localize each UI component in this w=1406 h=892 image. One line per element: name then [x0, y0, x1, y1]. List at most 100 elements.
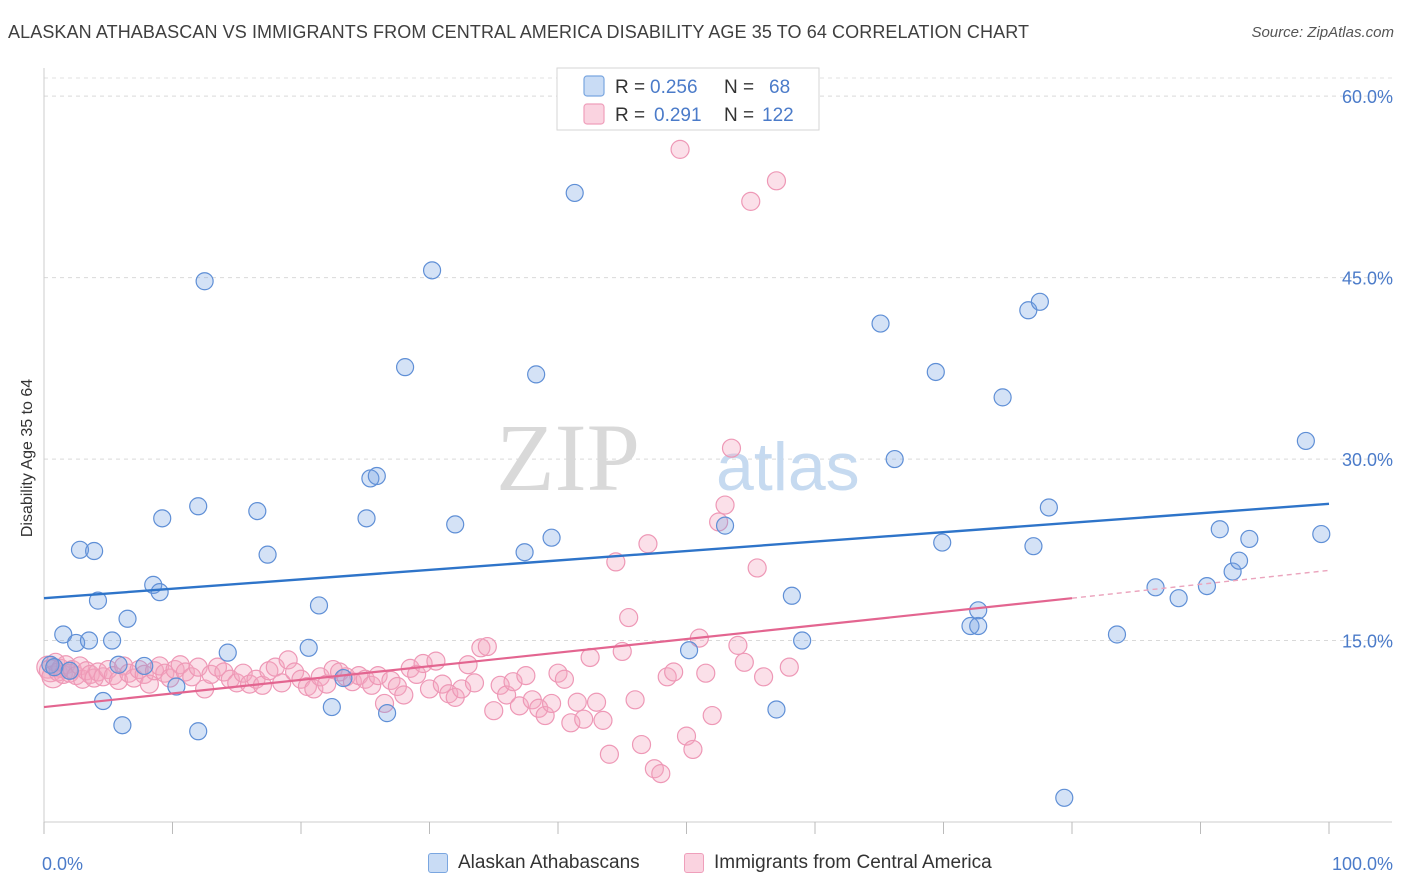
- chart-title: ALASKAN ATHABASCAN VS IMMIGRANTS FROM CE…: [8, 22, 1030, 42]
- x-tick-label: 0.0%: [42, 854, 83, 874]
- data-point-alaskan: [885, 449, 904, 469]
- data-point-alaskan: [1197, 576, 1217, 596]
- data-point-alaskan: [357, 509, 376, 528]
- legend-n-label: N =: [724, 77, 754, 98]
- bottom-legend-label-immigrants: Immigrants from Central America: [714, 852, 992, 873]
- data-point-immigrants: [651, 764, 671, 784]
- data-point-alaskan: [1169, 589, 1188, 608]
- data-point-immigrants: [721, 438, 742, 458]
- data-point-alaskan: [782, 586, 801, 605]
- data-point-alaskan: [103, 631, 122, 650]
- bottom-legend-label-alaskan: Alaskan Athabascans: [458, 852, 640, 873]
- data-point-alaskan: [1030, 292, 1049, 311]
- bottom-legend-item-alaskan: Alaskan Athabascans: [428, 852, 640, 874]
- data-point-alaskan: [446, 515, 465, 534]
- bottom-legend-swatch-blue: [428, 853, 448, 873]
- data-point-immigrants: [419, 679, 440, 699]
- y-tick-label: 15.0%: [1342, 632, 1393, 652]
- data-point-alaskan: [395, 358, 415, 377]
- legend-swatch-pink: [583, 103, 605, 125]
- data-point-alaskan: [969, 601, 988, 620]
- data-point-immigrants: [477, 636, 497, 657]
- data-point-alaskan: [1039, 498, 1058, 517]
- data-point-alaskan: [135, 656, 154, 676]
- data-point-alaskan: [1210, 520, 1229, 539]
- data-point-immigrants: [664, 662, 684, 682]
- legend-r-value-pink: 0.291: [654, 105, 702, 126]
- data-point-immigrants: [580, 647, 600, 668]
- watermark: ZIP atlas: [496, 404, 860, 511]
- data-point-immigrants: [484, 701, 504, 721]
- trend-line-immigrants: [43, 597, 1073, 709]
- data-point-alaskan: [1240, 529, 1259, 549]
- legend-r-label: R =: [615, 105, 645, 126]
- data-point-immigrants: [541, 693, 562, 714]
- data-point-immigrants: [516, 666, 536, 686]
- data-point-immigrants: [766, 171, 787, 191]
- data-point-immigrants: [586, 692, 607, 712]
- legend-n-value-blue: 68: [769, 77, 790, 98]
- data-point-immigrants: [529, 698, 549, 718]
- data-point-alaskan: [167, 677, 186, 696]
- data-point-alaskan: [85, 541, 104, 561]
- data-point-immigrants: [715, 495, 735, 515]
- bottom-legend-item-immigrants: Immigrants from Central America: [684, 852, 992, 874]
- data-point-immigrants: [394, 685, 414, 705]
- data-point-immigrants: [439, 684, 459, 704]
- data-point-alaskan: [969, 616, 988, 636]
- data-point-alaskan: [527, 365, 546, 384]
- trend-lines: [43, 502, 1330, 709]
- data-point-alaskan: [961, 616, 980, 636]
- data-point-immigrants: [432, 674, 452, 694]
- data-point-immigrants: [599, 744, 620, 764]
- trend-line-alaskan: [43, 502, 1330, 600]
- data-point-immigrants: [696, 663, 716, 683]
- data-point-alaskan: [367, 466, 386, 486]
- data-point-immigrants: [734, 652, 754, 672]
- data-point-immigrants: [458, 655, 478, 675]
- data-point-immigrants: [702, 705, 722, 726]
- data-point-alaskan: [871, 314, 890, 333]
- data-point-alaskan: [218, 643, 237, 662]
- data-point-alaskan: [565, 183, 584, 203]
- data-point-alaskan: [933, 533, 952, 552]
- data-point-alaskan: [679, 641, 699, 660]
- data-point-alaskan: [993, 388, 1012, 407]
- data-point-immigrants: [619, 607, 639, 628]
- data-point-alaskan: [334, 668, 353, 688]
- data-point-alaskan: [195, 272, 214, 291]
- data-point-alaskan: [88, 591, 108, 610]
- data-point-alaskan: [926, 362, 945, 382]
- data-point-alaskan: [118, 609, 137, 628]
- data-point-immigrants: [561, 713, 581, 733]
- legend: R = 0.256 N = 68 R = 0.291 N = 122: [556, 67, 820, 131]
- data-point-immigrants: [108, 670, 129, 691]
- data-point-immigrants: [753, 667, 774, 687]
- data-point-immigrants: [278, 650, 298, 670]
- grid-lines: [44, 77, 1392, 642]
- series-alaskan-athabascans: [41, 183, 1331, 807]
- x-tick-label: 100.0%: [1332, 854, 1393, 874]
- data-point-immigrants: [259, 661, 279, 681]
- y-tick-label: 45.0%: [1342, 269, 1393, 289]
- data-point-immigrants: [464, 673, 485, 693]
- axes: [43, 68, 1392, 834]
- data-point-immigrants: [182, 667, 202, 687]
- data-point-alaskan: [150, 583, 169, 602]
- legend-swatch-blue: [583, 75, 605, 97]
- data-point-alaskan: [322, 697, 341, 717]
- data-point-immigrants: [638, 534, 658, 554]
- data-point-immigrants: [304, 679, 324, 699]
- data-point-alaskan: [299, 638, 318, 657]
- data-point-immigrants: [747, 558, 767, 578]
- data-point-alaskan: [715, 516, 735, 535]
- data-point-alaskan: [1055, 788, 1074, 807]
- data-point-immigrants: [567, 692, 587, 712]
- legend-r-value-blue: 0.256: [650, 77, 698, 98]
- y-tick-label: 30.0%: [1342, 450, 1393, 470]
- data-point-alaskan: [1107, 625, 1127, 644]
- data-point-alaskan: [109, 655, 128, 674]
- data-point-alaskan: [189, 497, 208, 516]
- data-point-immigrants: [631, 734, 652, 755]
